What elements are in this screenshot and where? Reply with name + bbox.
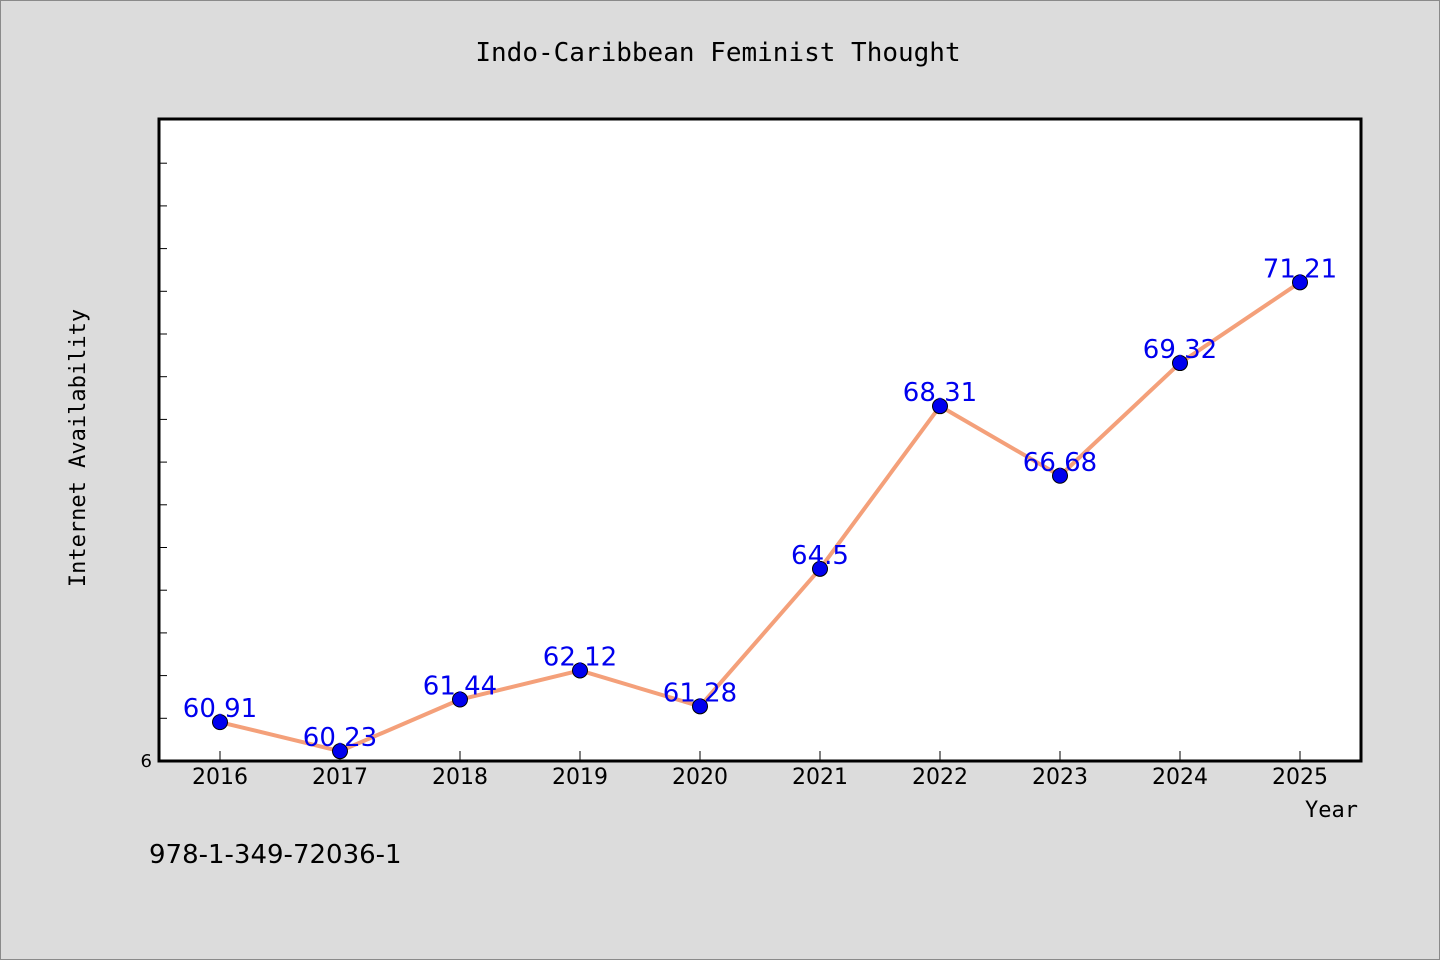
data-label: 60.91 [183,694,257,724]
data-point [1052,467,1068,484]
data-label: 66.68 [1023,448,1097,478]
data-point [1172,355,1188,372]
series-line [218,280,1302,754]
x-axis-tick-label: 2019 [552,765,608,790]
data-point [812,560,828,577]
x-axis-tick-label: 2025 [1272,765,1328,790]
data-label: 62.12 [543,642,617,672]
data-point [692,698,708,715]
x-axis-tick-label: 2017 [312,765,368,790]
y-axis-tick-label: 6 [141,751,152,772]
plot-area [157,117,1363,763]
series-markers [212,274,1308,760]
x-axis-label: Year [1305,798,1358,823]
data-label: 68.31 [903,378,977,408]
data-point [932,398,948,415]
data-point [1292,274,1308,291]
x-axis-tick-label: 2024 [1152,765,1208,790]
x-axis-tick-label: 2021 [792,765,848,790]
y-axis-label: Internet Availability [66,309,91,587]
data-point [452,691,468,708]
x-axis-tick-label: 2020 [672,765,728,790]
data-labels: 60.91 60.23 61.44 62.12 61.28 64.5 68.31 66.68 6… [183,254,1337,753]
data-label: 64.5 [791,541,849,571]
data-label: 69.32 [1143,335,1217,365]
data-point [332,743,348,760]
isbn-text: 978-1-349-72036-1 [149,840,402,870]
data-label: 60.23 [303,723,377,753]
data-label: 61.44 [423,672,497,702]
x-axis-tick-label: 2016 [192,765,248,790]
data-label: 71.21 [1263,254,1337,284]
x-axis-tick-label: 2022 [912,765,968,790]
data-point [572,662,588,679]
x-axis-tick-label: 2023 [1032,765,1088,790]
chart-title: Indo-Caribbean Feminist Thought [475,38,960,68]
x-axis-tick-label: 2018 [432,765,488,790]
data-point [212,714,228,731]
data-label: 61.28 [663,678,737,708]
y-axis-ticks [159,162,167,719]
